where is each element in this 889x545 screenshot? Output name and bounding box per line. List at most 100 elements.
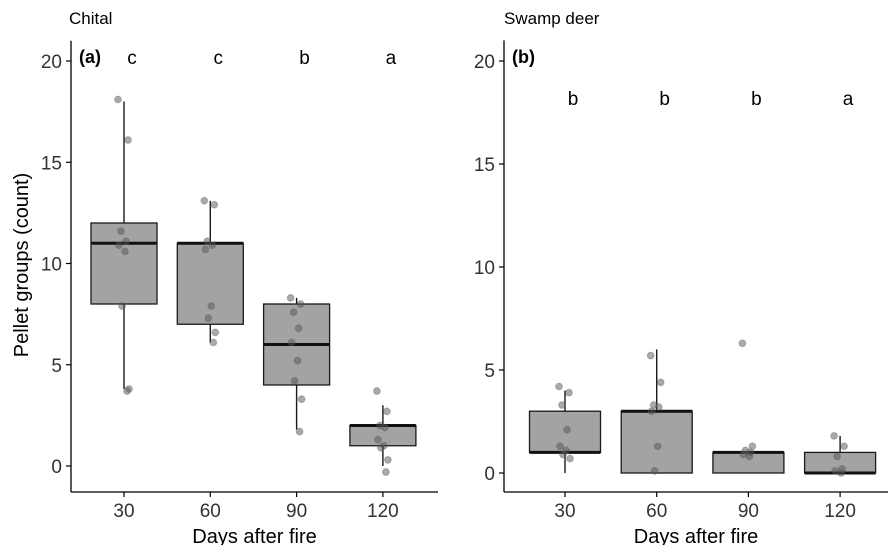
box-30 <box>90 95 158 395</box>
data-point <box>647 407 656 416</box>
data-point <box>286 294 295 302</box>
y-axis-label: Pellet groups (count) <box>11 173 33 358</box>
data-point <box>203 237 212 246</box>
significance-letter: a <box>386 48 397 69</box>
data-point <box>748 442 757 451</box>
x-tick-label: 30 <box>554 501 575 522</box>
panel-chital: Chital (a) 0 5 10 15 20 c 30 c 60 b 90 a 120 Days after… <box>41 9 438 545</box>
data-point <box>559 450 567 459</box>
iqr-box <box>620 410 693 474</box>
data-point <box>297 395 306 404</box>
panel-label: (b) <box>512 47 535 67</box>
data-point <box>383 407 391 416</box>
data-point <box>121 247 129 256</box>
data-point <box>563 425 571 434</box>
significance-letter: c <box>127 48 137 69</box>
y-tick-label: 10 <box>41 255 62 276</box>
data-point <box>384 456 392 464</box>
data-point <box>200 196 209 205</box>
y-tick-label: 15 <box>474 155 495 176</box>
data-point <box>653 442 662 451</box>
data-point <box>555 382 563 391</box>
data-point <box>558 401 566 409</box>
y-tick-label: 5 <box>484 361 495 382</box>
x-tick-label: 30 <box>113 501 134 522</box>
data-point <box>211 328 220 337</box>
data-point <box>656 378 665 387</box>
y-tick-label: 0 <box>484 464 495 485</box>
y-tick-label: 0 <box>51 457 62 478</box>
data-point <box>295 427 304 436</box>
data-point <box>830 432 838 440</box>
data-point <box>565 388 573 397</box>
data-point <box>650 467 659 475</box>
x-tick-label: 120 <box>824 501 856 522</box>
x-tick-label: 60 <box>646 501 667 522</box>
y-tick-label: 20 <box>474 52 495 73</box>
box-90 <box>262 294 331 436</box>
panel-label: (a) <box>79 47 101 67</box>
data-point <box>118 302 126 310</box>
data-point <box>646 351 655 360</box>
data-point <box>208 241 217 250</box>
significance-letter: b <box>751 89 762 110</box>
x-tick-label: 90 <box>286 501 307 522</box>
x-axis-label: Days after fire <box>634 526 758 545</box>
y-tick-label: 5 <box>51 356 62 377</box>
panel-title: Swamp deer <box>504 9 600 28</box>
significance-letter: a <box>843 89 854 110</box>
panel-title: Chital <box>69 9 112 28</box>
data-point <box>207 302 216 310</box>
data-point <box>566 454 574 463</box>
y-tick-label: 15 <box>41 153 62 174</box>
data-point <box>654 403 663 411</box>
significance-letter: c <box>214 48 224 69</box>
box-90 <box>712 339 785 474</box>
data-point <box>556 442 564 451</box>
x-axis-label: Days after fire <box>192 526 316 545</box>
data-point <box>204 314 213 323</box>
data-point <box>374 435 382 444</box>
panel-swamp-deer: Swamp deer (b) 0 5 10 15 20 b 30 b 60 b 90 a 120 Days a… <box>474 9 888 545</box>
box-120 <box>349 387 417 476</box>
x-tick-label: 90 <box>738 501 759 522</box>
data-point <box>114 95 122 104</box>
data-point <box>833 452 841 461</box>
y-tick-label: 20 <box>41 52 62 73</box>
box-60 <box>620 349 693 475</box>
data-point <box>296 300 305 308</box>
data-point <box>377 443 385 452</box>
data-point <box>289 308 298 317</box>
iqr-box <box>90 222 158 305</box>
data-point <box>294 324 303 333</box>
y-tick-label: 10 <box>474 258 495 279</box>
data-point <box>123 387 131 395</box>
data-point <box>382 468 390 476</box>
x-tick-label: 60 <box>200 501 221 522</box>
data-point <box>117 227 125 236</box>
x-tick-label: 120 <box>367 501 399 522</box>
significance-letter: b <box>568 89 579 110</box>
data-point <box>381 423 389 432</box>
data-point <box>837 469 845 477</box>
data-point <box>124 136 132 144</box>
data-point <box>287 338 296 347</box>
data-point <box>840 442 848 451</box>
data-point <box>115 241 123 250</box>
data-point <box>210 200 219 209</box>
data-point <box>122 237 130 246</box>
data-point <box>209 338 218 347</box>
box-120 <box>803 432 877 477</box>
data-point <box>293 356 302 365</box>
box-30 <box>528 382 602 473</box>
data-point <box>290 377 299 385</box>
data-point <box>738 339 747 348</box>
significance-letter: b <box>659 89 670 110</box>
significance-letter: b <box>299 48 310 69</box>
data-point <box>201 245 210 254</box>
iqr-box <box>176 242 244 325</box>
data-point <box>373 387 381 395</box>
data-point <box>745 452 754 461</box>
box-60 <box>176 196 244 347</box>
